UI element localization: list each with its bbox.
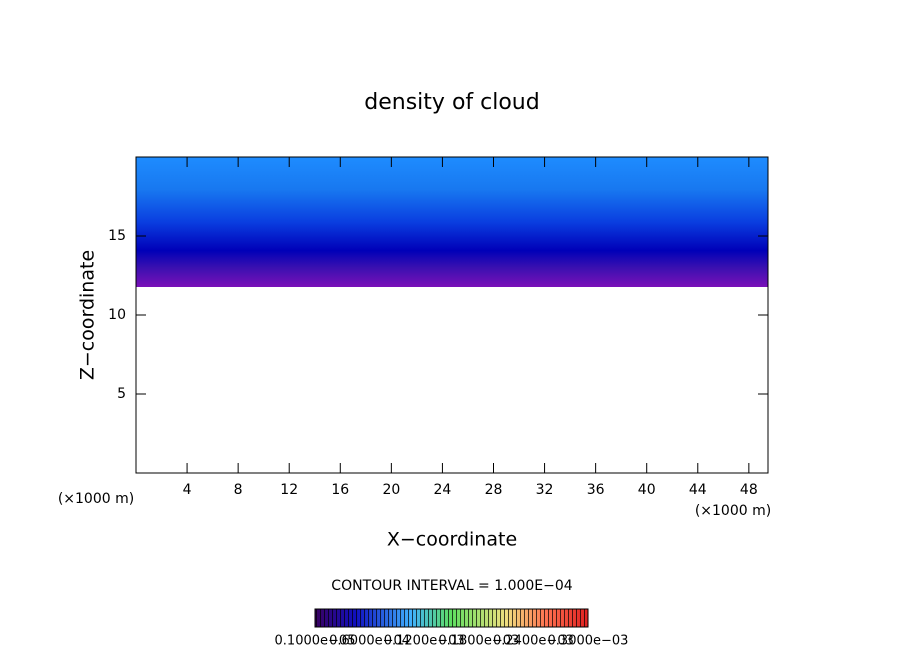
y-unit: (×1000 m) [58,491,134,507]
colorbar-label: 0.2400e−03 [493,634,574,649]
colorbar-label: 0.1200e−03 [384,634,465,649]
y-tick-label: 10 [108,307,126,323]
colorbar-label: 0.3000e−03 [548,634,629,649]
contour-interval: CONTOUR INTERVAL = 1.000E−04 [331,578,572,594]
x-tick-label: 8 [234,482,243,498]
cloud-field [136,157,768,287]
x-axis-label: X−coordinate [387,529,517,551]
x-tick-label: 44 [689,482,707,498]
x-tick-label: 40 [638,482,656,498]
chart-title: density of cloud [364,90,539,115]
colorbar-label: 0.6000e−04 [329,634,410,649]
colorbar-label: 0.1000e−05 [275,634,356,649]
x-tick-label: 32 [536,482,554,498]
colorbar-label: 0.1800e−03 [438,634,519,649]
y-axis-label: Z−coordinate [77,250,99,380]
x-tick-label: 36 [587,482,605,498]
x-tick-label: 20 [382,482,400,498]
x-tick-label: 16 [331,482,349,498]
colorbar-stripes [314,608,589,628]
x-tick-label: 4 [183,482,192,498]
y-tick-label: 5 [117,386,126,402]
x-tick-label: 24 [434,482,452,498]
x-tick-label: 48 [740,482,758,498]
y-tick-label: 15 [108,228,126,244]
x-tick-label: 28 [485,482,503,498]
x-tick-label: 12 [280,482,298,498]
x-unit: (×1000 m) [695,503,771,519]
